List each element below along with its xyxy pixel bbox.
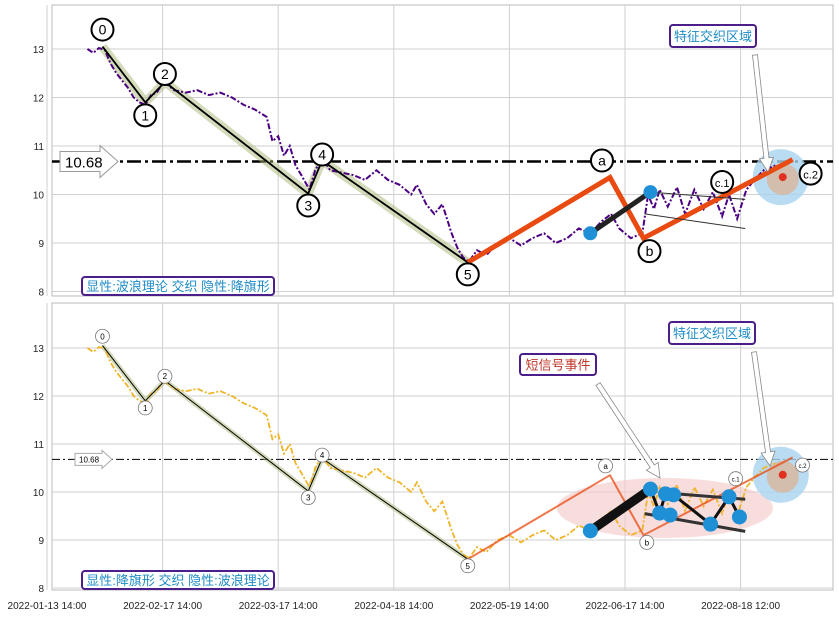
wave-point-marker [460,558,476,574]
panel-caption: 显性:降旗形 交织 隐性:波浪理论 [86,573,269,588]
wave-point-label: a [603,462,608,471]
wave-point-label: 0 [100,332,105,341]
flag-dot [642,481,658,497]
wave-point-label: b [645,538,650,547]
event-label: 短信号事件 [525,357,590,372]
wave-point-label: 1 [141,107,149,123]
focus-zone-center [778,470,787,479]
event-label-box [519,353,597,376]
wave-point-marker [314,447,330,463]
event-arrow [595,382,661,479]
flag-dot [583,226,598,241]
y-tick-label: 8 [38,584,44,595]
flag-dot [662,507,678,523]
y-tick-label: 13 [33,45,45,56]
x-tick-label: 2022-04-18 14:00 [354,601,433,612]
y-tick-label: 12 [33,392,45,403]
wave-point-marker [157,368,173,384]
y-tick-label: 10 [33,191,45,202]
panel-caption-box [81,570,275,590]
wave-point-label: 3 [304,198,312,214]
zone-arrow [751,351,776,467]
wave-point-label: 2 [163,372,168,381]
wave-point-marker [133,103,158,128]
wave-point-label: c.2 [799,464,808,470]
y-tick-label: 9 [38,536,44,547]
flag-lower-line [644,213,746,229]
y-tick-label: 9 [38,239,44,250]
x-tick-label: 2022-06-17 14:00 [586,601,665,612]
flag-upper-line [650,191,746,200]
wave-point-label: a [598,153,606,169]
flag-dot [643,185,658,200]
flag-pole [588,190,652,236]
reference-label: 10.68 [79,455,100,464]
wave-line [101,46,469,264]
flag-dot [731,509,747,525]
y-tick-label: 13 [33,344,45,355]
wave-point-marker [300,490,316,506]
y-tick-label: 12 [33,94,45,105]
reference-label-arrow [74,449,113,470]
focus-zone-center [778,173,787,182]
y-tick-label: 8 [38,288,44,299]
flag-pole [587,485,653,535]
flag-dot [703,516,719,532]
zone-arrow [752,54,775,173]
zone-label-box [669,24,757,48]
wave-point-label: c.1 [732,478,741,484]
wave-line [102,345,469,560]
wave-point-marker [152,61,177,86]
wave-point-label: 0 [99,22,107,38]
wave-point-marker [637,239,662,264]
wave-point-label: 5 [466,562,471,571]
flag-dot [582,523,598,539]
wave-point-marker [296,193,321,218]
wave-point-marker [710,169,735,194]
wave-point-label: b [646,243,654,259]
wave-point-label: 2 [161,66,169,82]
wave-point-marker [728,471,744,487]
wave-point-marker [137,400,153,416]
wave-point-label: 3 [306,494,311,503]
x-tick-label: 2022-01-13 14:00 [8,601,87,612]
wave-point-label: 5 [464,266,472,282]
x-tick-label: 2022-08-18 12:00 [701,601,780,612]
wave-point-label: 4 [318,147,326,163]
y-tick-label: 11 [34,440,45,451]
reference-label-arrow [59,144,119,179]
wave-point-marker [598,458,613,474]
y-tick-label: 10 [33,488,45,499]
zone-label: 特征交织区域 [673,326,751,341]
plot-area [51,302,834,591]
wave-point-label: 4 [320,451,325,460]
wave-point-marker [95,328,110,344]
panel-caption: 显性:波浪理论 交织 隐性:降旗形 [86,279,269,294]
zone-label: 特征交织区域 [674,29,752,44]
x-tick-label: 2022-02-17 14:00 [123,601,202,612]
wave-point-label: c.2 [803,170,818,182]
panel-caption-box [81,276,275,296]
x-tick-label: 2022-03-17 14:00 [239,601,318,612]
wave-point-marker [589,148,614,173]
y-tick-label: 11 [34,142,45,153]
wave-point-label: 1 [143,404,148,413]
flag-dot [721,489,737,505]
wave-point-label: c.1 [715,178,730,190]
wave-point-marker [90,17,115,42]
wave-point-marker [310,142,335,167]
zone-label-box [668,321,756,345]
flag-dot [666,487,682,503]
reference-label: 10.68 [65,155,103,172]
wave-point-marker [455,262,480,287]
wave-point-marker [795,457,810,473]
wave-point-marker [639,534,655,550]
wave-point-marker [798,161,823,186]
x-tick-label: 2022-05-19 14:00 [470,601,549,612]
